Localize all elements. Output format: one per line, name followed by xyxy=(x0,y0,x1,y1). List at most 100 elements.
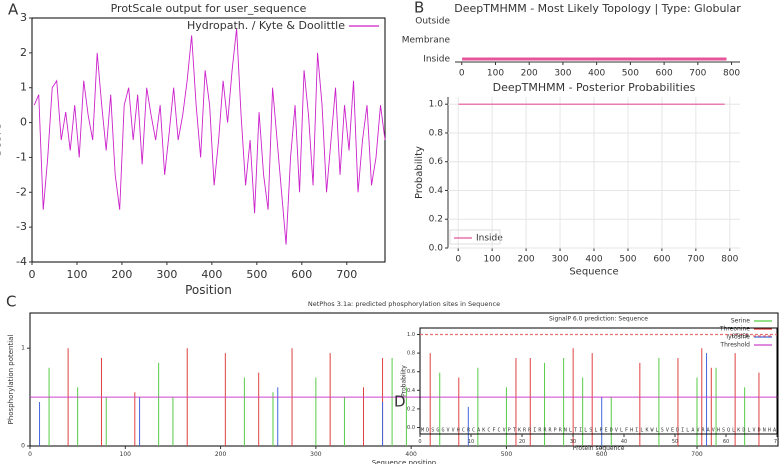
x-tick-label: 700 xyxy=(336,268,357,281)
sequence-letter: R xyxy=(528,428,532,434)
sequence-letter: C xyxy=(498,428,501,434)
sequence-letter: V xyxy=(712,428,715,434)
y-axis-label: Score xyxy=(0,123,3,157)
legend-label: OTHER xyxy=(732,334,750,340)
sequence-letter: S xyxy=(722,428,725,434)
legend-label: Inside xyxy=(476,234,503,244)
y-tick-label: 1.0 xyxy=(407,332,415,338)
sequence-letter: P xyxy=(600,428,603,434)
sequence-letter: R xyxy=(467,428,471,434)
x-tick-label: 700 xyxy=(691,451,703,458)
sequence-letter: S xyxy=(661,428,664,434)
legend-frame xyxy=(449,229,501,245)
x-tick-label: 10 xyxy=(468,439,474,445)
y-axis-label: Probability xyxy=(401,365,408,397)
x-tick-label: 300 xyxy=(310,451,322,458)
sequence-letter: D xyxy=(758,428,761,434)
panel-label: C xyxy=(6,293,16,311)
y-tick-label: 1 xyxy=(20,81,27,94)
x-tick-label: 500 xyxy=(619,255,636,265)
sequence-letter: N xyxy=(564,428,567,434)
legend-label: Threshold xyxy=(719,342,750,349)
sequence-letter: I xyxy=(681,428,684,434)
x-axis-label: Sequence position xyxy=(372,459,436,464)
chart-title: NetPhos 3.1a: predicted phosphorylation … xyxy=(308,300,500,308)
sequence-letter: R xyxy=(549,428,553,434)
sequence-letter: H xyxy=(457,428,460,434)
panel-label: B xyxy=(414,0,424,17)
sequence-letter: W xyxy=(651,428,655,434)
y-tick-label: 1 xyxy=(21,345,25,352)
sequence-letter: A xyxy=(477,428,480,434)
y-tick-label: 0.0 xyxy=(429,244,444,254)
y-tick-label: 0 xyxy=(21,443,25,450)
y-tick-label: 0.8 xyxy=(429,128,444,138)
x-axis-label: Protein sequence xyxy=(573,445,625,452)
sequence-letter: L xyxy=(686,428,689,434)
y-tick-label: -2 xyxy=(16,185,27,198)
sequence-letter: S xyxy=(431,428,434,434)
legend-label: Tyrosine xyxy=(724,334,750,341)
sequence-letter: I xyxy=(533,428,536,434)
sequence-letter: E xyxy=(671,428,674,434)
sequence-letter: D xyxy=(742,428,745,434)
y-tick-label: Outside xyxy=(415,17,450,27)
y-tick-label: 0.6 xyxy=(429,157,444,167)
y-tick-label: Membrane xyxy=(402,36,451,46)
x-tick-label: 0 xyxy=(29,268,36,281)
chart-title: DeepTMHMM - Posterior Probabilities xyxy=(493,81,696,94)
sequence-letter: P xyxy=(508,428,511,434)
sequence-letter: E xyxy=(605,428,608,434)
x-tick-label: 800 xyxy=(723,69,740,79)
x-tick-label: 70 xyxy=(774,439,779,445)
sequence-letter: G xyxy=(436,428,439,434)
y-tick-label: 1.0 xyxy=(429,100,444,110)
y-tick-label: 0 xyxy=(20,116,27,129)
x-tick-label: 100 xyxy=(487,69,504,79)
sequence-letter: L xyxy=(640,428,643,434)
sequence-letter: L xyxy=(656,428,659,434)
sequence-letter: R xyxy=(523,428,527,434)
sequence-letter: K xyxy=(518,428,521,434)
x-tick-label: 700 xyxy=(687,255,704,265)
x-tick-label: 40 xyxy=(621,439,627,445)
sequence-letter: K xyxy=(645,428,648,434)
sequence-letter: V xyxy=(753,428,756,434)
plot-frame xyxy=(31,17,386,263)
y-tick-label: 0.2 xyxy=(429,215,443,225)
x-tick-label: 500 xyxy=(501,451,513,458)
x-tick-label: 100 xyxy=(66,268,87,281)
sequence-letter: M xyxy=(421,428,424,434)
sequence-letter: V xyxy=(666,428,669,434)
x-tick-label: 300 xyxy=(554,69,571,79)
x-tick-label: 0 xyxy=(418,439,421,445)
sequence-letter: H xyxy=(768,428,771,434)
y-tick-label: 0.0 xyxy=(407,425,415,431)
x-tick-label: 300 xyxy=(156,268,177,281)
sequence-letter: S xyxy=(589,428,592,434)
x-tick-label: 30 xyxy=(570,439,576,445)
chart-title: SignalP 6.0 prediction: Sequence xyxy=(549,316,648,323)
x-axis-label: Position xyxy=(185,283,232,297)
x-tick-label: 100 xyxy=(120,451,132,458)
plot-frame xyxy=(29,312,779,447)
sequence-letter: F xyxy=(492,428,495,434)
chart-title: DeepTMHMM - Most Likely Topology | Type:… xyxy=(454,2,741,15)
panel-label: D xyxy=(394,393,406,411)
sequence-letter: K xyxy=(482,428,485,434)
series-line xyxy=(33,28,386,245)
sequence-letter: L xyxy=(569,428,572,434)
panel-label: A xyxy=(8,1,19,19)
x-tick-label: 600 xyxy=(653,255,670,265)
sequence-letter: P xyxy=(554,428,557,434)
y-tick-label: 0.2 xyxy=(407,406,415,412)
y-tick-label: -1 xyxy=(16,150,27,163)
sequence-letter: V xyxy=(696,428,699,434)
plot-frame xyxy=(419,327,778,435)
x-tick-label: 800 xyxy=(721,255,738,265)
sequence-letter: R xyxy=(702,428,706,434)
y-axis-label: Probability xyxy=(414,146,425,199)
y-tick-label: 3 xyxy=(20,11,27,24)
sequence-letter: L xyxy=(584,428,587,434)
x-tick-label: 0 xyxy=(28,451,32,458)
